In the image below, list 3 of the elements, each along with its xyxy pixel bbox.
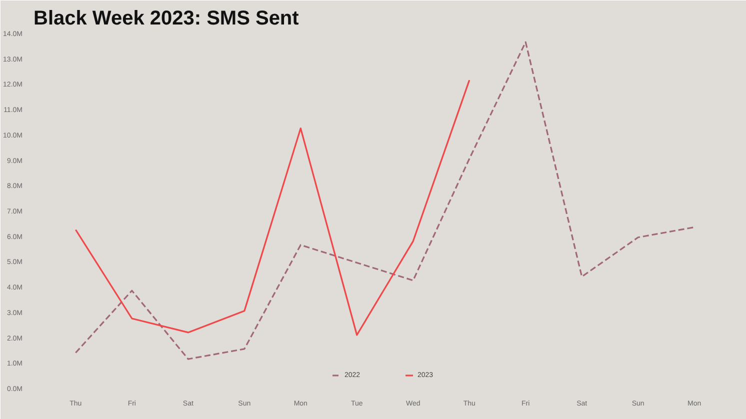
line-series <box>74 41 696 360</box>
chart-title: Black Week 2023: SMS Sent <box>34 8 300 30</box>
line-series <box>74 79 470 336</box>
